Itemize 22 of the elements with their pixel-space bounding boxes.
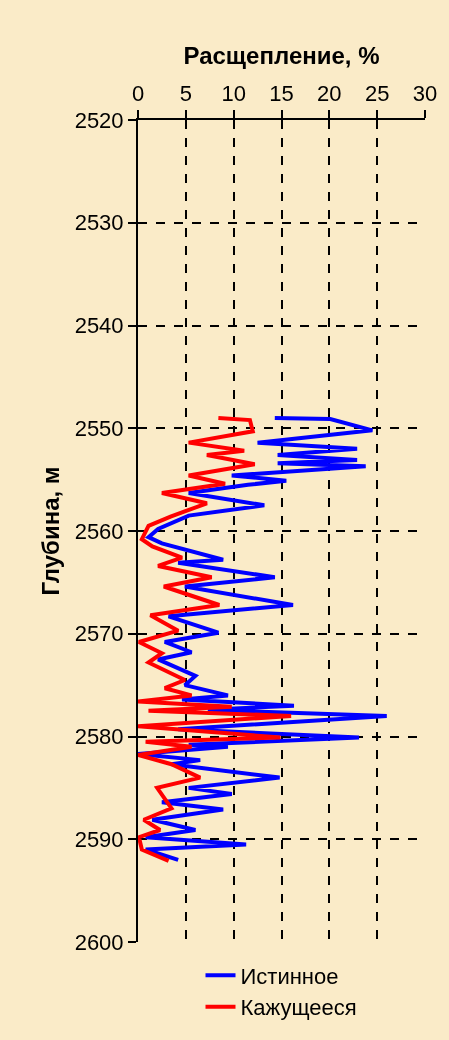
x-tick-label: 10 (221, 81, 246, 107)
x-tick-label: 0 (131, 81, 145, 107)
line-series (138, 415, 294, 863)
y-tick-label: 2600 (74, 929, 124, 955)
legend-label: Истинное (240, 963, 339, 989)
y-tick-label: 2540 (74, 313, 124, 339)
x-tick-label: 25 (364, 81, 390, 107)
y-tick-label: 2560 (74, 518, 124, 544)
x-axis-title: Расщепление, % (183, 41, 380, 69)
legend-label: Кажущееся (240, 995, 357, 1021)
x-tick-label: 15 (269, 81, 294, 107)
y-tick-label: 2550 (74, 415, 124, 441)
y-tick-label: 2590 (74, 826, 124, 852)
x-tick-label: 20 (317, 81, 342, 107)
x-tick-label: 30 (412, 81, 438, 107)
y-tick-label: 2580 (74, 724, 124, 750)
y-tick-label: 2570 (74, 621, 124, 647)
y-axis-title: Глубина, м (37, 466, 65, 596)
y-tick-label: 2520 (74, 107, 124, 133)
x-tick-label: 5 (179, 81, 192, 107)
y-tick-label: 2530 (74, 210, 124, 236)
line-series (138, 415, 389, 862)
